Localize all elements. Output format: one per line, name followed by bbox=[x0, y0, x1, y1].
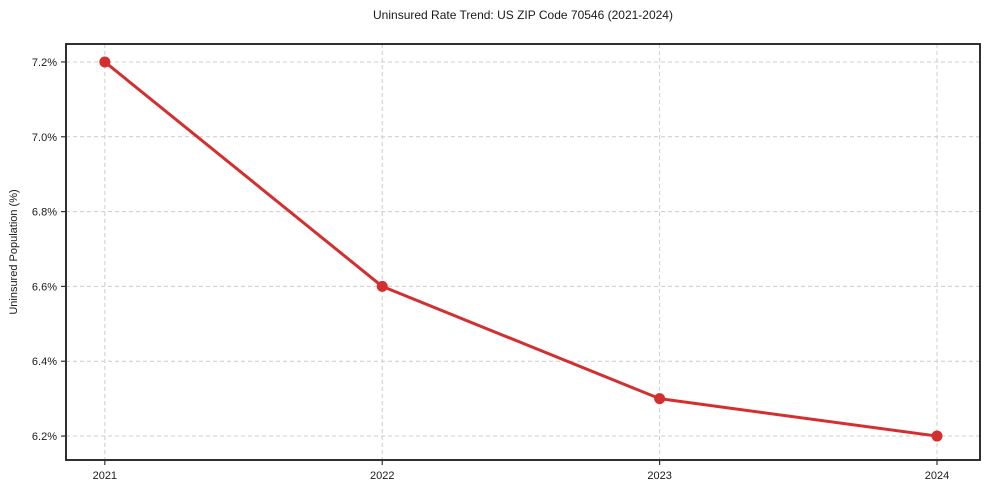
y-tick-label: 6.2% bbox=[32, 431, 57, 443]
y-tick-label: 7.2% bbox=[32, 57, 57, 69]
x-tick-label: 2022 bbox=[370, 470, 394, 482]
data-line bbox=[103, 60, 939, 438]
y-tick-label: 6.6% bbox=[32, 281, 57, 293]
x-tick-label: 2021 bbox=[93, 470, 117, 482]
data-point-marker bbox=[99, 56, 111, 68]
x-tick-label: 2023 bbox=[647, 470, 671, 482]
x-tick-label: 2024 bbox=[925, 470, 949, 482]
data-point-marker bbox=[654, 393, 666, 405]
axes-frame bbox=[65, 43, 981, 461]
data-point-marker bbox=[931, 430, 943, 442]
y-tick-label: 6.4% bbox=[32, 356, 57, 368]
data-point-marker bbox=[376, 280, 388, 292]
chart-title: Uninsured Rate Trend: US ZIP Code 70546 … bbox=[373, 8, 673, 22]
y-tick-label: 7.0% bbox=[32, 132, 57, 144]
y-tick-label: 6.8% bbox=[32, 207, 57, 219]
